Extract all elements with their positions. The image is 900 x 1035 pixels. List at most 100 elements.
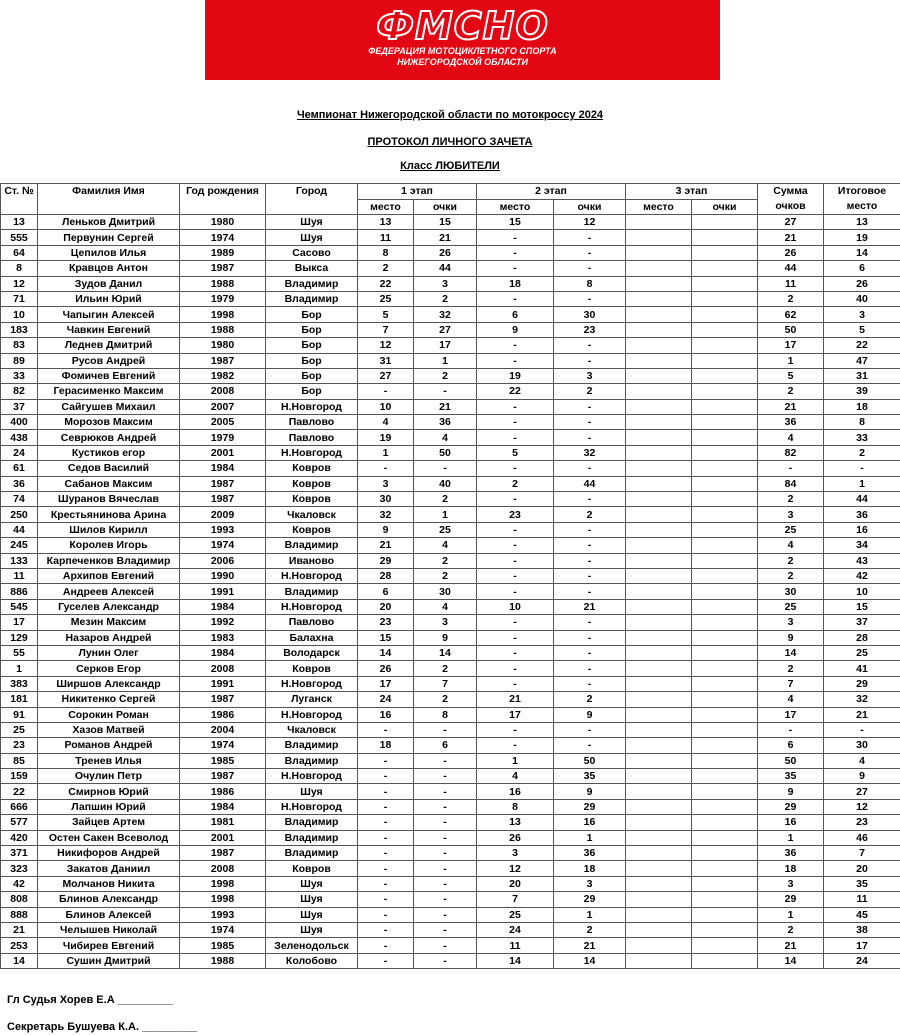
birth-year-cell: 1987 <box>179 768 266 785</box>
name-cell: Кустиков егор <box>37 444 180 462</box>
table-row: 44 Шилов Кирилл 1993 Ковров 9 25- -25 16 <box>0 521 900 539</box>
points-sum-cell: 16 <box>757 814 824 831</box>
start-number-cell: 17 <box>0 614 38 631</box>
start-number-cell: 42 <box>0 875 38 893</box>
stage1-place-cell: 3 <box>357 475 414 493</box>
header-number: Ст. № <box>0 183 38 215</box>
name-cell: Мезин Максим <box>37 614 180 631</box>
city-cell: Шуя <box>265 783 358 800</box>
city-cell: Владимир <box>265 814 358 831</box>
stage2-points-cell: - <box>553 660 626 677</box>
name-cell: Морозов Максим <box>37 414 180 431</box>
table-row: 400 Морозов Максим 2005 Павлово 4 36- -36 8 <box>0 414 900 431</box>
points-sum-cell: 21 <box>757 937 824 954</box>
points-sum-cell: 50 <box>757 321 824 339</box>
stage3-place-cell <box>625 567 692 585</box>
city-cell: Чкаловск <box>265 506 358 523</box>
stage2-points-cell: - <box>553 260 626 277</box>
name-cell: Тренев Илья <box>37 752 180 770</box>
stage3-points-cell <box>691 614 758 631</box>
stage2-points-cell: - <box>553 352 626 369</box>
stage1-place-cell: 10 <box>357 398 414 416</box>
stage1-place-cell: 13 <box>357 213 414 231</box>
class-label: Класс ЛЮБИТЕЛИ <box>400 160 500 172</box>
birth-year-cell: 1987 <box>179 260 266 277</box>
final-place-cell: 9 <box>823 768 900 785</box>
stage2-points-cell: 2 <box>553 921 626 939</box>
stage3-points-cell <box>691 937 758 954</box>
final-place-cell: 2 <box>823 444 900 462</box>
points-sum-cell: 14 <box>757 952 824 970</box>
stage2-place-cell: - <box>476 429 554 446</box>
stage2-place-cell: 3 <box>476 845 554 862</box>
stage1-place-cell: - <box>357 721 414 739</box>
birth-year-cell: 1988 <box>179 952 266 970</box>
points-sum-cell: 18 <box>757 860 824 877</box>
start-number-cell: 420 <box>0 829 38 847</box>
birth-year-cell: 1974 <box>179 737 266 754</box>
final-place-cell: 27 <box>823 783 900 800</box>
city-cell: Бор <box>265 321 358 339</box>
name-cell: Сабанов Максим <box>37 475 180 493</box>
final-place-cell: 43 <box>823 552 900 569</box>
start-number-cell: 253 <box>0 937 38 954</box>
city-cell: Володарск <box>265 644 358 662</box>
stage3-place-cell <box>625 921 692 939</box>
stage3-place-cell <box>625 491 692 508</box>
stage1-place-cell: - <box>357 906 414 923</box>
birth-year-cell: 1974 <box>179 537 266 554</box>
start-number-cell: 383 <box>0 675 38 693</box>
chief-judge-signature: Гл Судья Хорев Е.А _________ <box>7 994 173 1006</box>
table-row: 808 Блинов Александр 1998 Шуя - -7 29 29 11 <box>0 891 900 908</box>
name-cell: Карпеченков Владимир <box>37 552 180 569</box>
final-place-cell: 14 <box>823 244 900 262</box>
stage1-place-cell: 5 <box>357 306 414 323</box>
stage3-place-cell <box>625 444 692 462</box>
start-number-cell: 888 <box>0 906 38 923</box>
stage2-points-cell: 32 <box>553 444 626 462</box>
stage1-place-cell: 28 <box>357 567 414 585</box>
stage1-place-cell: 17 <box>357 675 414 693</box>
stage2-points-cell: 2 <box>553 383 626 400</box>
birth-year-cell: 2007 <box>179 398 266 416</box>
final-place-cell: 32 <box>823 691 900 708</box>
name-cell: Гуселев Александр <box>37 598 180 616</box>
start-number-cell: 37 <box>0 398 38 416</box>
name-cell: Чапыгин Алексей <box>37 306 180 323</box>
city-cell: Шуя <box>265 891 358 908</box>
start-number-cell: 74 <box>0 491 38 508</box>
stage3-points-cell <box>691 337 758 354</box>
city-cell: Чкаловск <box>265 721 358 739</box>
stage3-place-cell <box>625 629 692 646</box>
points-sum-cell: 6 <box>757 737 824 754</box>
stage2-place-cell: - <box>476 644 554 662</box>
start-number-cell: 21 <box>0 921 38 939</box>
stage3-place-cell <box>625 229 692 246</box>
stage2-place-cell: 5 <box>476 444 554 462</box>
final-place-cell: 7 <box>823 845 900 862</box>
stage2-points-cell: - <box>553 244 626 262</box>
city-cell: Владимир <box>265 737 358 754</box>
final-place-cell: 41 <box>823 660 900 677</box>
stage2-place-cell: 6 <box>476 306 554 323</box>
points-sum-cell: 2 <box>757 660 824 677</box>
table-row: 42 Молчанов Никита 1998 Шуя - -20 3 3 35 <box>0 875 900 893</box>
birth-year-cell: 1980 <box>179 213 266 231</box>
table-row: 420 Остен Сакен Всеволод 2001 Владимир - -26 1… <box>0 829 900 847</box>
final-place-cell: 18 <box>823 398 900 416</box>
birth-year-cell: 1998 <box>179 891 266 908</box>
points-sum-cell: 2 <box>757 567 824 585</box>
stage2-place-cell: 13 <box>476 814 554 831</box>
city-cell: Павлово <box>265 414 358 431</box>
stage3-points-cell <box>691 583 758 600</box>
stage3-points-cell <box>691 860 758 877</box>
stage3-place-cell <box>625 783 692 800</box>
stage1-place-cell: 20 <box>357 598 414 616</box>
stage2-points-cell: 23 <box>553 321 626 339</box>
stage2-place-cell: 20 <box>476 875 554 893</box>
stage1-place-cell: 1 <box>357 444 414 462</box>
birth-year-cell: 1992 <box>179 614 266 631</box>
table-row: 323 Закатов Даниил 2008 Ковров - -12 18 18 20 <box>0 860 900 877</box>
stage3-place-cell <box>625 521 692 539</box>
points-sum-cell: 27 <box>757 213 824 231</box>
